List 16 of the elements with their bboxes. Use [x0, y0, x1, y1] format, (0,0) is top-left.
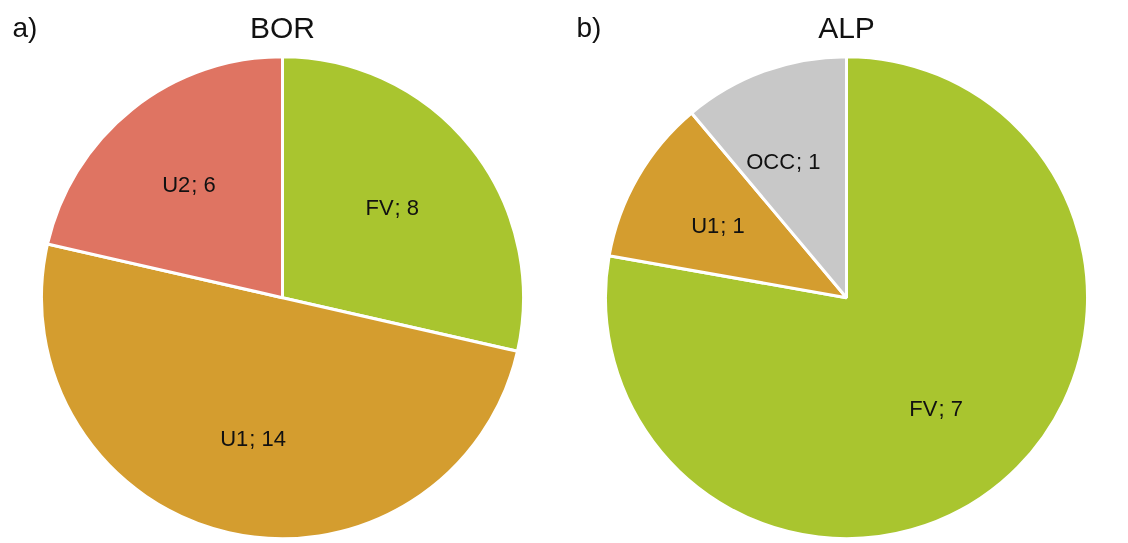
slice-label: U1 — [220, 426, 249, 452]
chart-title: BOR — [250, 11, 316, 45]
data-label: ; 1 — [720, 212, 745, 238]
text: a) — [12, 12, 38, 44]
data-label: ; 6 — [191, 172, 216, 198]
slice-label: U2 — [162, 172, 191, 198]
slice-label: FV — [909, 395, 938, 421]
slice-label: FV — [365, 195, 394, 221]
chart-title: ALP — [818, 11, 875, 45]
slice-label: OCC — [746, 149, 796, 175]
data-label: ; 7 — [938, 395, 963, 421]
data-label: ; 1 — [796, 149, 821, 175]
data-label: ; 14 — [249, 426, 287, 452]
slice-label: U1 — [691, 212, 720, 238]
data-label: ; 8 — [394, 195, 420, 221]
text: b) — [576, 12, 602, 44]
